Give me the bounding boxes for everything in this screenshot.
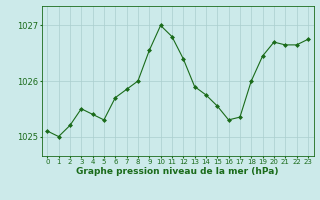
X-axis label: Graphe pression niveau de la mer (hPa): Graphe pression niveau de la mer (hPa) — [76, 167, 279, 176]
